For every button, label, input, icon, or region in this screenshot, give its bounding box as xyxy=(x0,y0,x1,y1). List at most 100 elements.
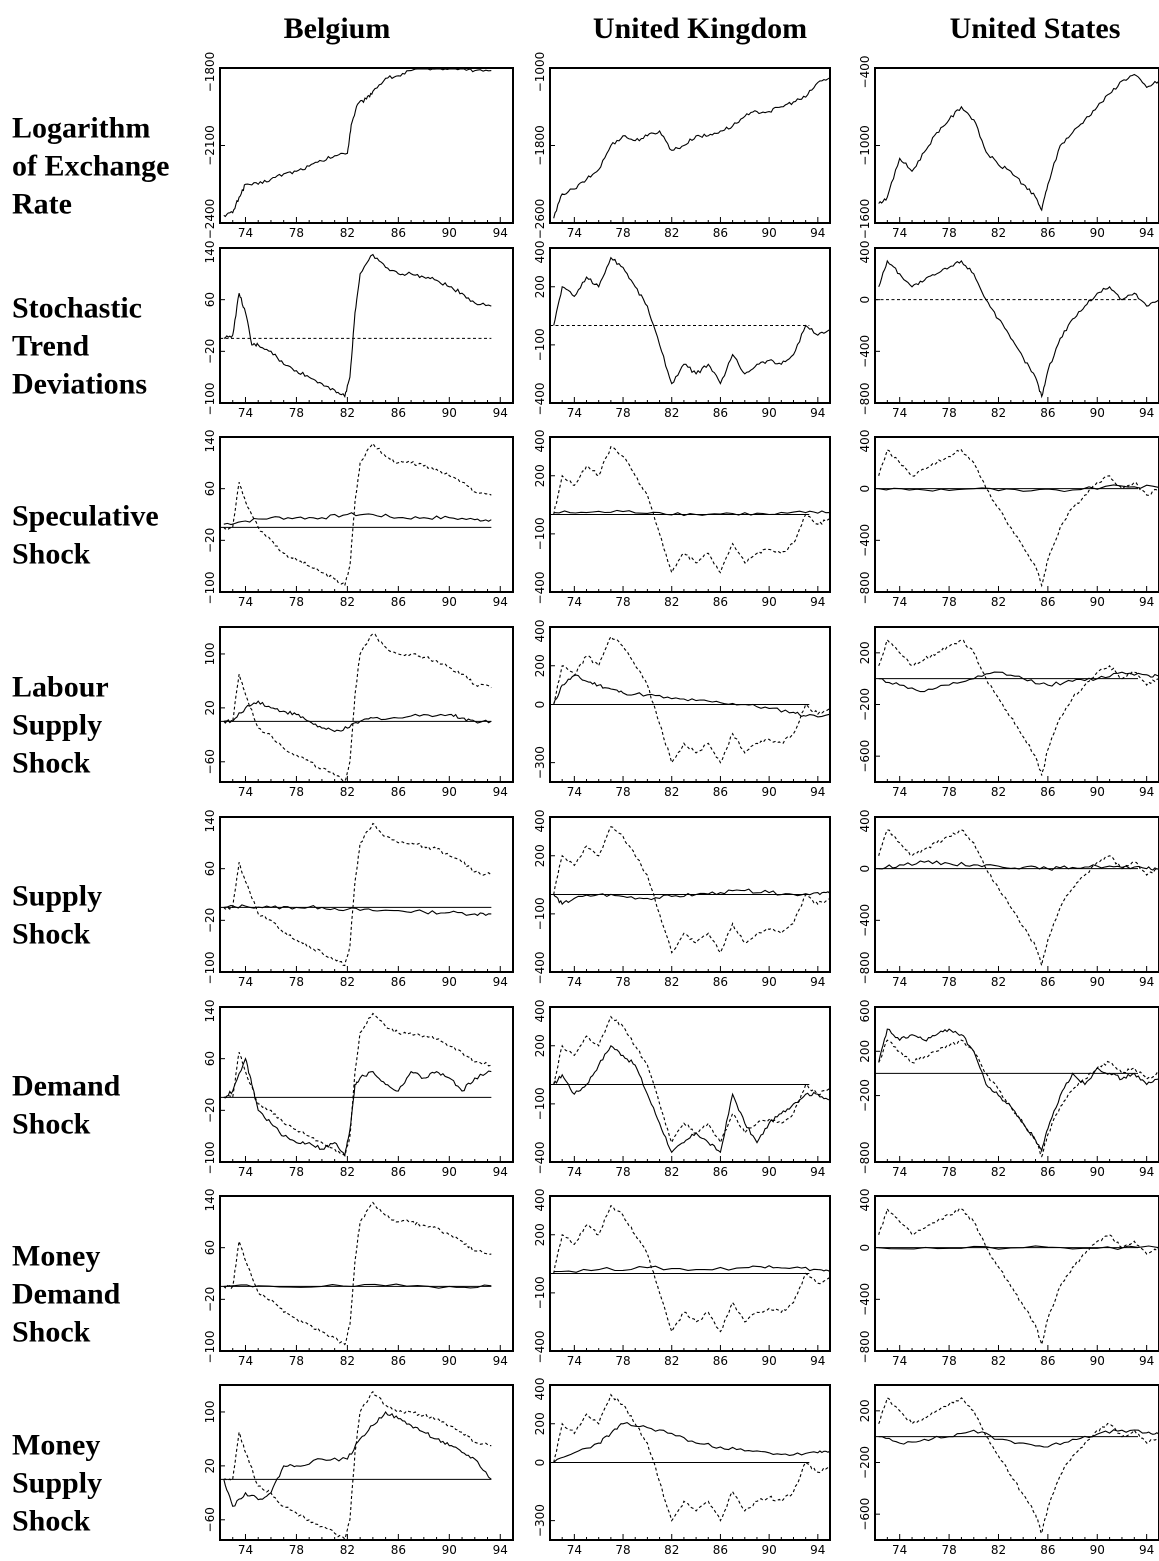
panel: 74 78 82 86 90 94 −800 −400 0 400 xyxy=(858,810,1159,989)
x-tick-label: 82 xyxy=(991,406,1006,420)
y-tick-label: 200 xyxy=(533,844,547,867)
x-tick-label: 94 xyxy=(1139,785,1154,799)
y-tick-label: 400 xyxy=(533,1378,547,1401)
x-tick-label: 94 xyxy=(810,406,825,420)
series-line-dashed xyxy=(553,1204,831,1333)
x-tick-label: 74 xyxy=(238,595,253,609)
x-tick-label: 74 xyxy=(238,226,253,240)
y-tick-label: 140 xyxy=(203,1189,217,1212)
x-tick-label: 78 xyxy=(941,975,956,989)
series-line-solid xyxy=(553,674,831,718)
panel-frame xyxy=(874,67,1159,224)
x-tick-label: 86 xyxy=(1040,1165,1055,1179)
row-label-line: Shock xyxy=(12,1108,91,1141)
y-tick-label: −1000 xyxy=(858,125,872,166)
panel: 74 78 82 86 90 94 −100 −20 60 140 xyxy=(203,430,514,609)
y-tick-label: −100 xyxy=(533,517,547,550)
x-tick-label: 74 xyxy=(567,595,582,609)
y-tick-label: 200 xyxy=(533,1412,547,1435)
y-tick-label: 200 xyxy=(858,1399,872,1422)
series-line-solid xyxy=(553,77,831,219)
x-tick-label: 78 xyxy=(289,1543,304,1557)
x-tick-label: 82 xyxy=(340,1543,355,1557)
x-tick-label: 82 xyxy=(664,785,679,799)
x-tick-label: 94 xyxy=(493,406,508,420)
y-tick-label: 140 xyxy=(203,430,217,453)
x-tick-label: 82 xyxy=(340,406,355,420)
series-line-dashed xyxy=(223,633,492,782)
series-line-solid xyxy=(223,253,492,398)
x-tick-label: 90 xyxy=(1090,406,1105,420)
x-tick-label: 86 xyxy=(713,1543,728,1557)
x-tick-label: 94 xyxy=(810,1354,825,1368)
x-tick-label: 94 xyxy=(493,785,508,799)
series-line-dashed xyxy=(878,449,1159,588)
x-tick-label: 94 xyxy=(1139,1543,1154,1557)
x-tick-label: 94 xyxy=(810,785,825,799)
panel-frame xyxy=(874,1195,1159,1352)
series-line-dashed xyxy=(878,1207,1159,1347)
y-tick-label: 400 xyxy=(858,810,872,833)
row-labels: Logarithm of Exchange Rate Stochastic Trend D… xyxy=(12,112,170,1538)
y-tick-label: −400 xyxy=(858,56,872,89)
series-line-solid xyxy=(223,700,492,733)
y-tick-label: −100 xyxy=(533,1087,547,1120)
series-line-solid xyxy=(223,68,492,218)
x-tick-label: 90 xyxy=(442,406,457,420)
x-tick-label: 78 xyxy=(941,1543,956,1557)
x-tick-label: 78 xyxy=(289,1165,304,1179)
series-line-solid xyxy=(553,1044,831,1154)
y-tick-label: 60 xyxy=(203,481,217,496)
series-line-solid xyxy=(878,860,1159,871)
x-tick-label: 78 xyxy=(615,975,630,989)
x-tick-label: 78 xyxy=(615,785,630,799)
x-tick-label: 82 xyxy=(664,226,679,240)
panel-frame xyxy=(549,67,831,224)
x-tick-label: 90 xyxy=(442,1354,457,1368)
series-line-dashed xyxy=(553,1393,831,1522)
series-line-solid xyxy=(878,484,1159,493)
panel-frame xyxy=(219,1384,514,1541)
panel-frame xyxy=(219,626,514,783)
y-tick-label: −2600 xyxy=(533,199,547,240)
row-label-line: Money xyxy=(12,1240,100,1273)
panel: 74 78 82 86 90 94 −600 −200 200 xyxy=(858,1384,1159,1557)
x-tick-label: 74 xyxy=(238,785,253,799)
x-tick-label: 86 xyxy=(713,226,728,240)
y-tick-label: −600 xyxy=(858,740,872,773)
panel: 74 78 82 86 90 94 −400 −100 200 400 xyxy=(533,430,831,609)
series-line-solid xyxy=(223,1411,492,1507)
y-tick-label: 400 xyxy=(533,1189,547,1212)
x-tick-label: 86 xyxy=(713,406,728,420)
row-label-line: Demand xyxy=(12,1070,121,1103)
panel-frame xyxy=(219,1006,514,1163)
row-label-line: Shock xyxy=(12,1316,91,1349)
y-tick-label: 140 xyxy=(203,241,217,264)
x-tick-label: 74 xyxy=(567,406,582,420)
x-tick-label: 82 xyxy=(340,1165,355,1179)
y-tick-label: −100 xyxy=(203,952,217,985)
row-label-line: of Exchange xyxy=(12,150,170,183)
x-tick-label: 82 xyxy=(991,1165,1006,1179)
row-label-line: Shock xyxy=(12,747,91,780)
x-tick-label: 82 xyxy=(664,975,679,989)
x-tick-label: 94 xyxy=(1139,406,1154,420)
x-tick-label: 74 xyxy=(892,595,907,609)
x-tick-label: 86 xyxy=(713,595,728,609)
y-tick-label: 20 xyxy=(203,1458,217,1473)
x-tick-label: 90 xyxy=(1090,1354,1105,1368)
series-line-solid xyxy=(223,512,492,526)
x-tick-label: 94 xyxy=(493,1165,508,1179)
row-label-line: Supply xyxy=(12,709,102,742)
y-tick-label: 0 xyxy=(858,865,872,873)
x-tick-label: 78 xyxy=(941,226,956,240)
y-tick-label: −20 xyxy=(203,528,217,553)
x-tick-label: 90 xyxy=(1090,1165,1105,1179)
x-tick-label: 90 xyxy=(442,1165,457,1179)
x-tick-label: 94 xyxy=(810,975,825,989)
x-tick-label: 74 xyxy=(238,406,253,420)
x-tick-label: 74 xyxy=(892,1165,907,1179)
y-tick-label: −20 xyxy=(203,339,217,364)
series-line-solid xyxy=(878,1028,1159,1153)
y-tick-label: −400 xyxy=(858,1283,872,1316)
